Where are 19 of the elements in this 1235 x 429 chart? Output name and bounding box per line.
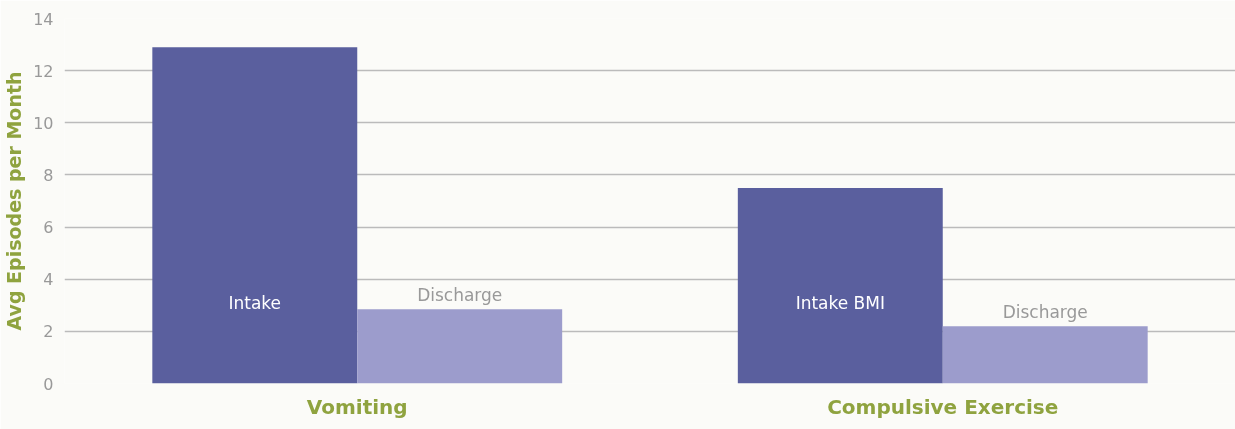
y-tick-label: 8 (43, 165, 54, 185)
y-tick-label: 14 (33, 9, 54, 29)
bar (942, 326, 1148, 384)
data-label: Discharge (417, 285, 503, 306)
y-tick-label: 4 (43, 270, 54, 290)
x-tick-label: Compulsive Exercise (827, 394, 1059, 419)
y-tick-label: 0 (43, 374, 54, 394)
bar (357, 309, 563, 384)
data-label: Intake (228, 292, 282, 313)
y-tick-label: 12 (33, 61, 54, 81)
x-tick-label: Vomiting (306, 394, 408, 419)
y-tick-label: 2 (43, 322, 54, 342)
bar (737, 187, 943, 384)
bar (152, 47, 358, 384)
data-label: Discharge (1002, 302, 1088, 323)
y-axis-title: Avg Episodes per Month (3, 71, 26, 331)
y-tick-label: 6 (43, 218, 54, 238)
y-tick-label: 10 (33, 113, 54, 133)
data-label: Intake BMI (795, 292, 885, 313)
